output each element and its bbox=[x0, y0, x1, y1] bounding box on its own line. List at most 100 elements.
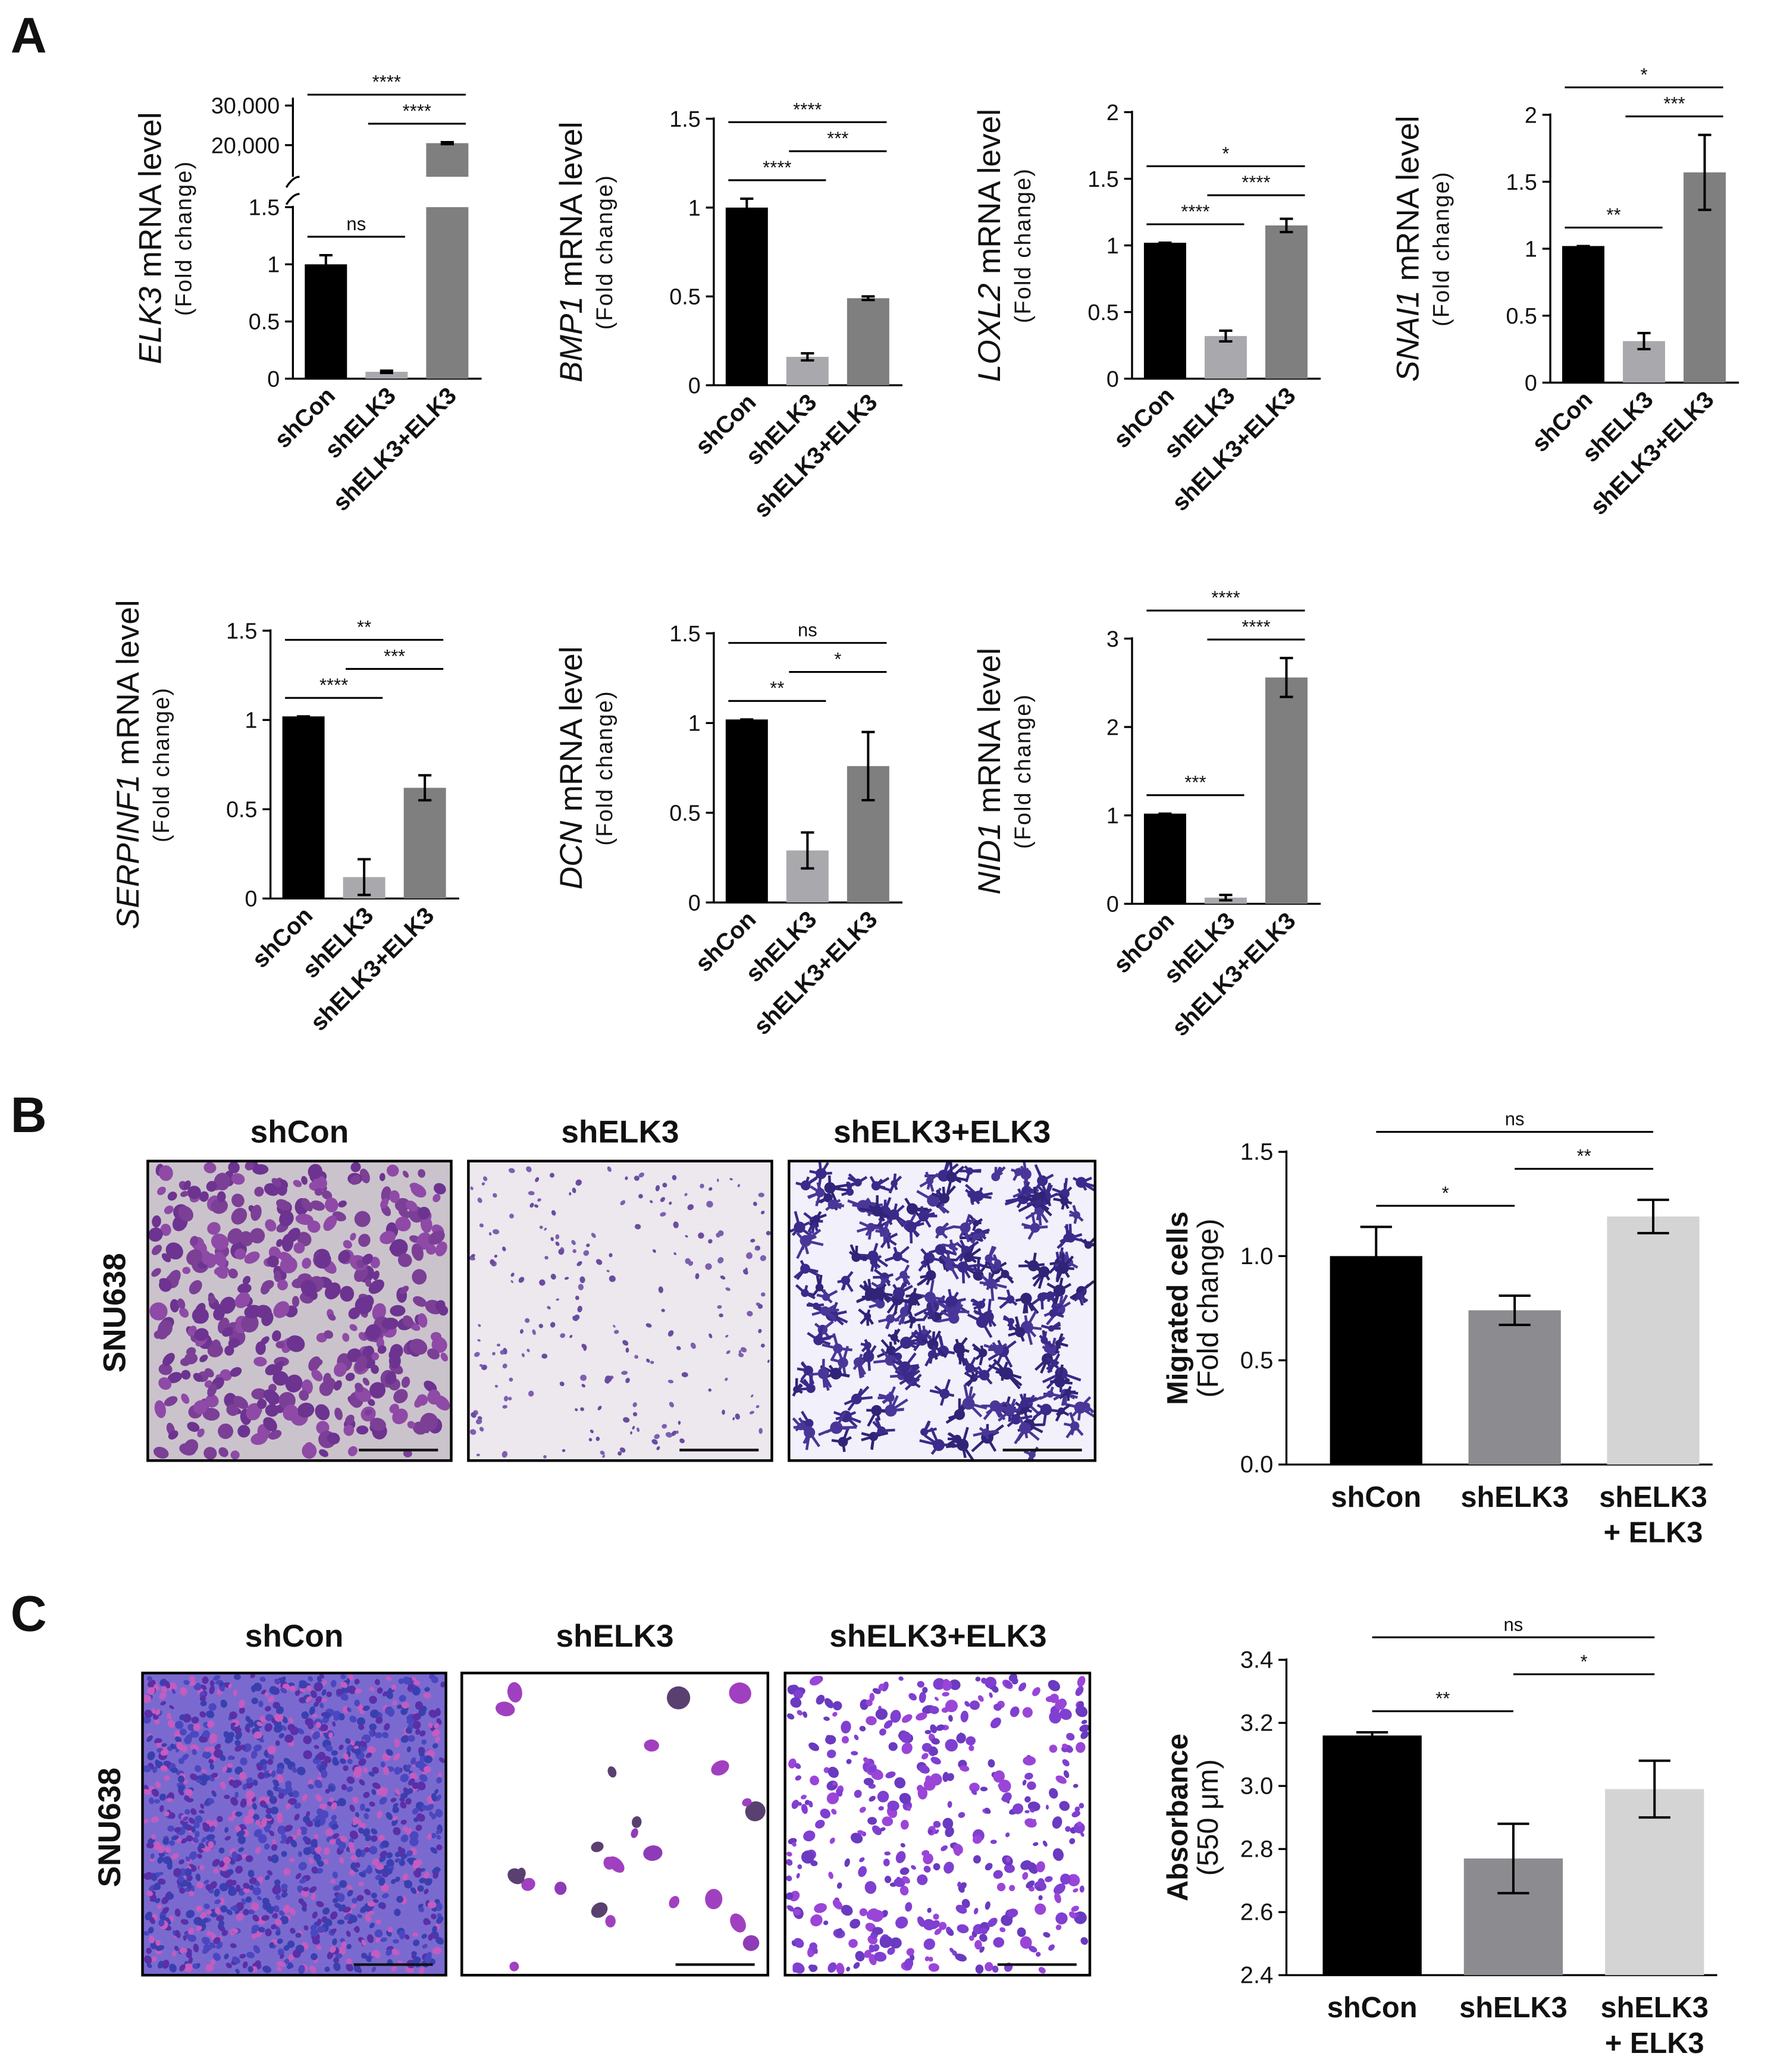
cell bbox=[324, 1282, 341, 1300]
cell bbox=[429, 1673, 435, 1680]
cell bbox=[274, 1271, 281, 1283]
cell bbox=[379, 1173, 385, 1181]
cell bbox=[1001, 1269, 1010, 1278]
cell bbox=[338, 1200, 347, 1208]
cell bbox=[182, 1267, 191, 1274]
cell bbox=[345, 1415, 355, 1425]
cell bbox=[402, 1170, 409, 1178]
cell bbox=[311, 1893, 316, 1901]
cell bbox=[178, 1859, 185, 1864]
cell bbox=[935, 1226, 945, 1236]
cell bbox=[625, 1377, 630, 1383]
cell bbox=[331, 1823, 339, 1830]
cell bbox=[502, 1246, 506, 1252]
cell bbox=[313, 1176, 327, 1189]
cell bbox=[409, 1339, 428, 1355]
cell bbox=[149, 1797, 155, 1804]
cell bbox=[435, 1829, 441, 1835]
cell bbox=[280, 1916, 289, 1924]
y-label-sub: (Fold change) bbox=[592, 690, 617, 845]
micrograph-frame bbox=[467, 1159, 773, 1462]
cell bbox=[435, 1300, 446, 1311]
cell bbox=[1005, 1405, 1015, 1416]
cell bbox=[595, 1259, 603, 1265]
cell bbox=[264, 1183, 280, 1196]
cell bbox=[698, 1232, 704, 1239]
cell bbox=[142, 1819, 149, 1824]
cell bbox=[380, 1231, 396, 1245]
cell bbox=[326, 1691, 333, 1697]
bar bbox=[1322, 1735, 1422, 1976]
cell bbox=[305, 1442, 314, 1451]
cell bbox=[189, 1851, 198, 1860]
cell bbox=[343, 1765, 349, 1772]
panel-label: C bbox=[11, 1585, 47, 1641]
cell bbox=[758, 1428, 763, 1434]
y-label-sub: (Fold change) bbox=[1428, 171, 1453, 326]
cell bbox=[935, 1244, 946, 1255]
cell bbox=[578, 1284, 584, 1290]
significance-label: *** bbox=[384, 645, 405, 666]
cell bbox=[623, 1417, 630, 1423]
significance-label: * bbox=[1442, 1183, 1449, 1203]
cell bbox=[366, 1934, 374, 1944]
cell bbox=[151, 1956, 157, 1962]
cell bbox=[355, 1383, 363, 1393]
significance-label: **** bbox=[1181, 201, 1209, 222]
cell bbox=[380, 1761, 385, 1768]
cell bbox=[676, 1430, 679, 1434]
cell bbox=[311, 1369, 323, 1381]
cell bbox=[218, 1847, 225, 1854]
y-tick-label: 1 bbox=[1106, 233, 1119, 258]
significance-label: **** bbox=[1211, 587, 1240, 608]
cell bbox=[385, 1690, 393, 1700]
cell bbox=[180, 1687, 188, 1696]
cell bbox=[985, 1254, 993, 1263]
cell bbox=[877, 1426, 886, 1435]
cell bbox=[1040, 1403, 1052, 1416]
cell bbox=[369, 1418, 386, 1431]
cell bbox=[369, 1695, 377, 1704]
cell bbox=[371, 1967, 377, 1973]
cell bbox=[673, 1221, 679, 1228]
cell bbox=[879, 1227, 890, 1237]
cell bbox=[310, 1200, 325, 1211]
cell bbox=[209, 1763, 215, 1770]
cell bbox=[667, 1330, 674, 1337]
y-tick-label: 0.5 bbox=[1506, 303, 1537, 328]
micrograph bbox=[467, 1159, 773, 1462]
cell bbox=[362, 1253, 373, 1265]
cell bbox=[167, 1372, 183, 1384]
cell bbox=[655, 1185, 660, 1192]
x-tick-label: shELK3 bbox=[1459, 1992, 1568, 2024]
cell bbox=[281, 1716, 288, 1723]
cell bbox=[387, 1927, 393, 1933]
significance-label: **** bbox=[763, 157, 791, 178]
cell bbox=[211, 1233, 229, 1250]
cell bbox=[550, 1322, 556, 1328]
cell bbox=[347, 1673, 354, 1681]
y-label-gene: ELK3 bbox=[133, 287, 168, 365]
y-tick-label: 0.5 bbox=[669, 801, 700, 826]
cell bbox=[377, 1687, 383, 1694]
cell bbox=[338, 1947, 346, 1955]
significance-label: **** bbox=[793, 99, 822, 120]
cell bbox=[700, 1183, 704, 1189]
cell bbox=[288, 1954, 295, 1961]
cell bbox=[679, 1438, 685, 1444]
cell bbox=[1008, 1318, 1015, 1325]
y-tick-label: 2.6 bbox=[1240, 1899, 1273, 1925]
cell bbox=[539, 1225, 543, 1229]
cell bbox=[328, 1314, 336, 1321]
cell bbox=[390, 1305, 406, 1316]
cell bbox=[272, 1330, 281, 1342]
cell bbox=[385, 1371, 397, 1385]
panel-label: A bbox=[11, 8, 47, 64]
cell bbox=[192, 1836, 199, 1843]
cell bbox=[410, 1887, 417, 1894]
cell bbox=[905, 1221, 917, 1233]
cell bbox=[195, 1873, 201, 1882]
cell bbox=[231, 1193, 244, 1208]
cell bbox=[362, 1377, 370, 1386]
